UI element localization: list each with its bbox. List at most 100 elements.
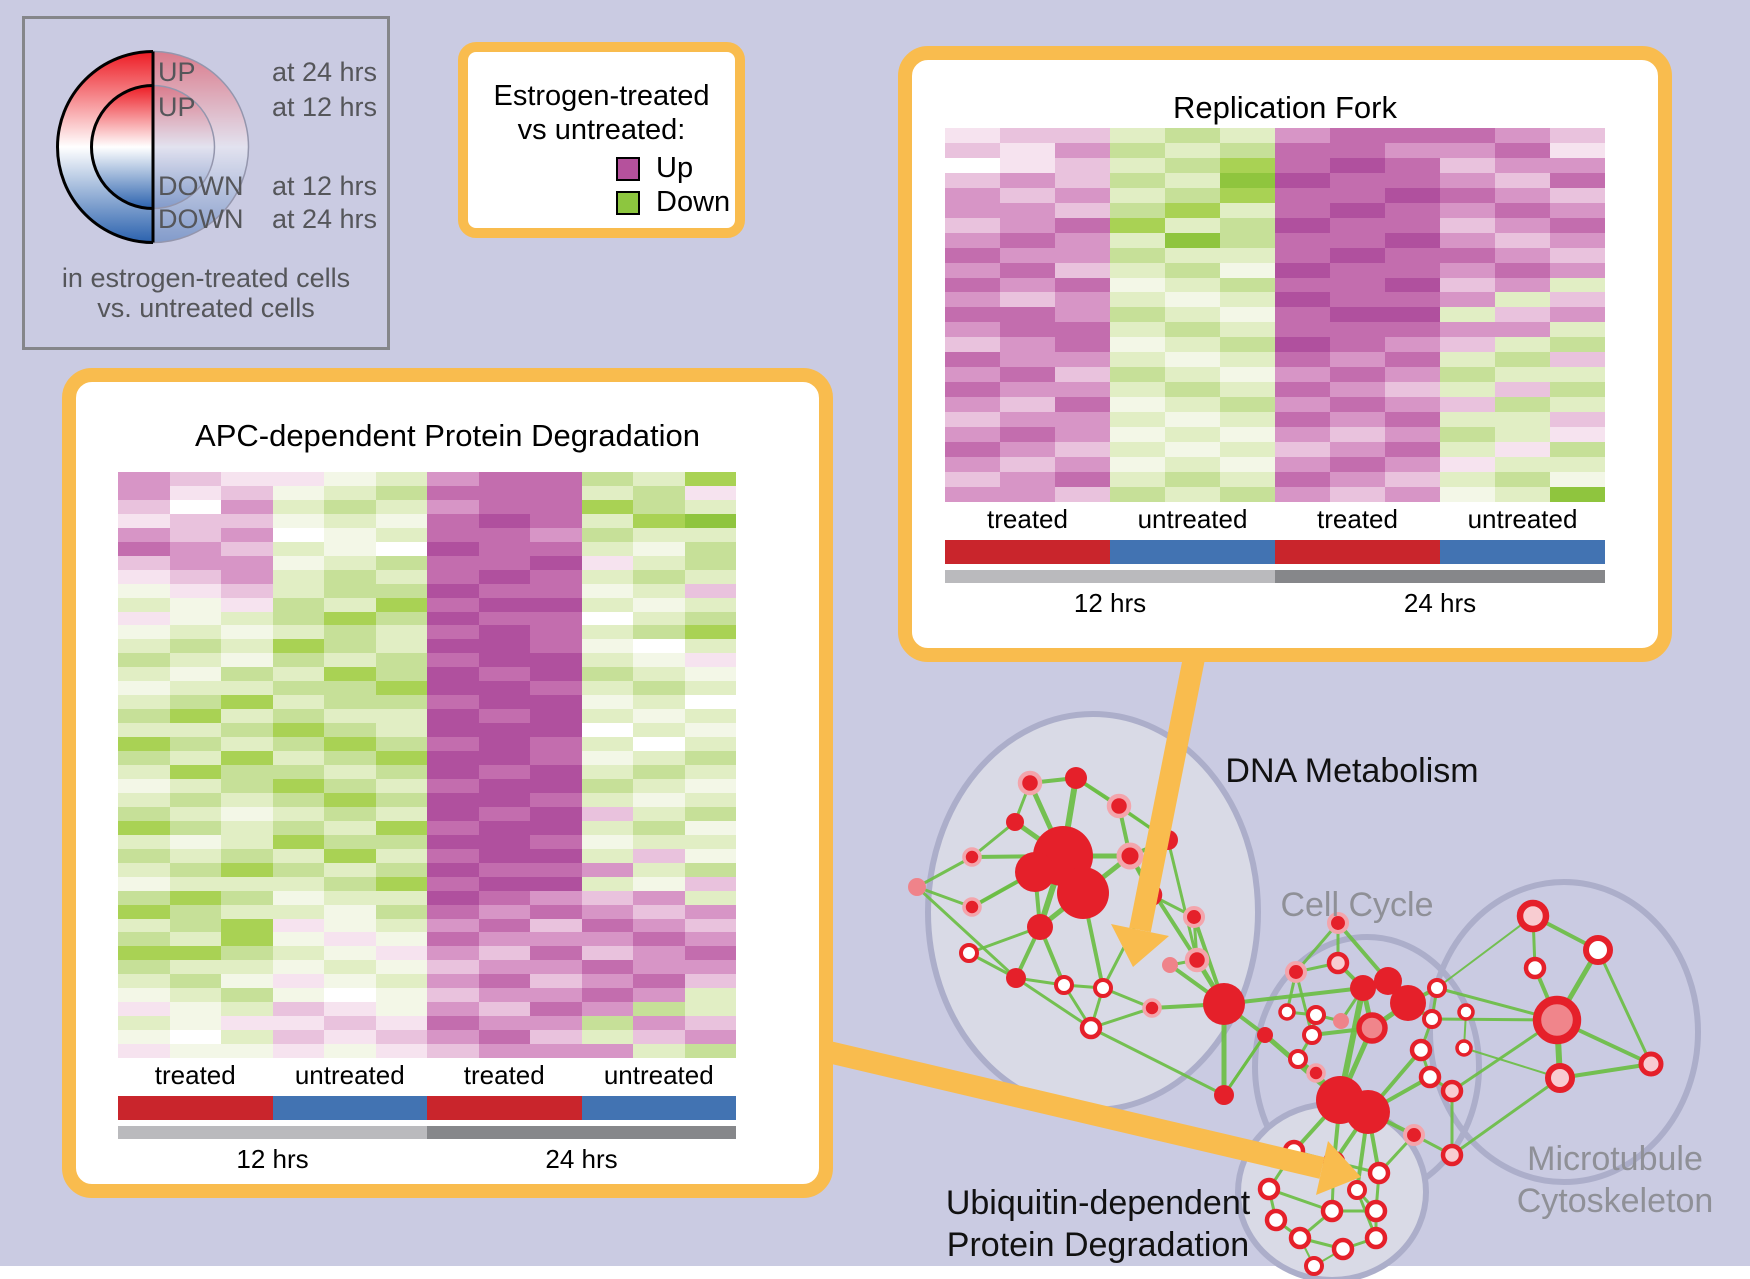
heatmap-cell (684, 862, 736, 877)
heatmap-cell (633, 639, 685, 654)
rf-group-bars (945, 540, 1605, 564)
heatmap-cell (1330, 187, 1385, 203)
gene-node (959, 943, 979, 963)
heatmap-cell (324, 597, 376, 612)
heatmap-cell (530, 904, 582, 919)
heatmap-row (118, 1030, 736, 1045)
heatmap-cell (375, 820, 427, 835)
heatmap-cell (1385, 486, 1440, 502)
rf-group-labels: treated untreated treated untreated (945, 504, 1605, 535)
heatmap-cell (1330, 442, 1385, 457)
heatmap-cell (633, 778, 685, 793)
apc-heatmap (118, 472, 736, 1059)
heatmap-cell (375, 904, 427, 919)
heatmap-cell (118, 555, 170, 570)
heatmap-row (945, 397, 1605, 413)
time-label: 12 hrs (236, 1144, 309, 1174)
heatmap-cell (1110, 471, 1165, 487)
heatmap-cell (478, 820, 530, 835)
heatmap-cell (633, 485, 685, 500)
condition-label: treated (987, 504, 1068, 534)
heatmap-row (118, 625, 736, 640)
heatmap-cell (324, 472, 376, 486)
heatmap-cell (581, 569, 633, 584)
heatmap-cell (221, 918, 273, 933)
heatmap-cell (1055, 352, 1110, 368)
heatmap-cell (633, 876, 685, 891)
condition-label: treated (1317, 504, 1398, 534)
heatmap-cell (324, 765, 376, 779)
heatmap-cell (1275, 142, 1330, 158)
heatmap-cell (581, 751, 633, 766)
heatmap-cell (1385, 397, 1440, 413)
heatmap-cell (324, 890, 376, 905)
condition-color-bar (1110, 540, 1275, 564)
heatmap-cell (1440, 337, 1495, 353)
heatmap-cell (427, 485, 479, 500)
heatmap-cell (1000, 471, 1055, 487)
gene-node (1374, 967, 1402, 995)
gene-node (1523, 956, 1547, 980)
heatmap-cell (1000, 292, 1055, 308)
heatmap-cell (1550, 202, 1605, 218)
heatmap-cell (581, 625, 633, 640)
heatmap-cell (1495, 128, 1550, 143)
heatmap-cell (1055, 142, 1110, 158)
heatmap-cell (1220, 322, 1275, 338)
heatmap-cell (1550, 427, 1605, 443)
heatmap-cell (221, 597, 273, 612)
heatmap-cell (530, 681, 582, 696)
heatmap-cell (581, 932, 633, 947)
heatmap-cell (221, 485, 273, 500)
heatmap-cell (633, 1016, 685, 1031)
heatmap-cell (1275, 352, 1330, 368)
heatmap-cell (272, 1002, 324, 1017)
gene-node (1284, 960, 1308, 984)
gene-node (1214, 1085, 1234, 1105)
time-24b-label: at 24 hrs (272, 204, 377, 234)
heatmap-cell (633, 820, 685, 835)
heatmap-cell (1055, 172, 1110, 188)
condition-color-bar (1440, 540, 1605, 564)
heatmap-cell (221, 611, 273, 626)
heatmap-cell (169, 792, 221, 807)
heatmap-cell (1550, 397, 1605, 413)
heatmap-cell (169, 751, 221, 766)
heatmap-cell (169, 709, 221, 724)
heatmap-cell (221, 569, 273, 584)
heatmap-cell (221, 555, 273, 570)
heatmap-cell (1330, 232, 1385, 248)
gene-node (1356, 1012, 1388, 1044)
heatmap-cell (221, 806, 273, 821)
heatmap-cell (684, 751, 736, 766)
heatmap-cell (169, 988, 221, 1003)
gene-node (1203, 983, 1245, 1025)
heatmap-cell (324, 792, 376, 807)
heatmap-cell (427, 960, 479, 975)
heatmap-cell (375, 834, 427, 849)
time-color-bar (427, 1126, 736, 1139)
gene-node (1257, 1027, 1273, 1043)
heatmap-cell (324, 751, 376, 766)
heatmap-cell (478, 1016, 530, 1031)
heatmap-cell (633, 513, 685, 528)
heatmap-cell (427, 583, 479, 598)
heatmap-cell (272, 499, 324, 514)
heatmap-cell (1550, 442, 1605, 457)
heatmap-cell (945, 202, 1000, 218)
heatmap-cell (1275, 427, 1330, 443)
heatmap-cell (633, 751, 685, 766)
heatmap-row (118, 890, 736, 905)
heatmap-cell (221, 513, 273, 528)
heatmap-cell (272, 597, 324, 612)
heatmap-cell (1110, 202, 1165, 218)
heatmap-cell (427, 988, 479, 1003)
heatmap-cell (1550, 157, 1605, 173)
heatmap-cell (427, 974, 479, 989)
gene-node (1346, 1090, 1390, 1134)
heatmap-cell (324, 583, 376, 598)
heatmap-cell (169, 667, 221, 682)
heatmap-cell (530, 611, 582, 626)
heatmap-cell (427, 834, 479, 849)
gene-node (1440, 1079, 1464, 1103)
